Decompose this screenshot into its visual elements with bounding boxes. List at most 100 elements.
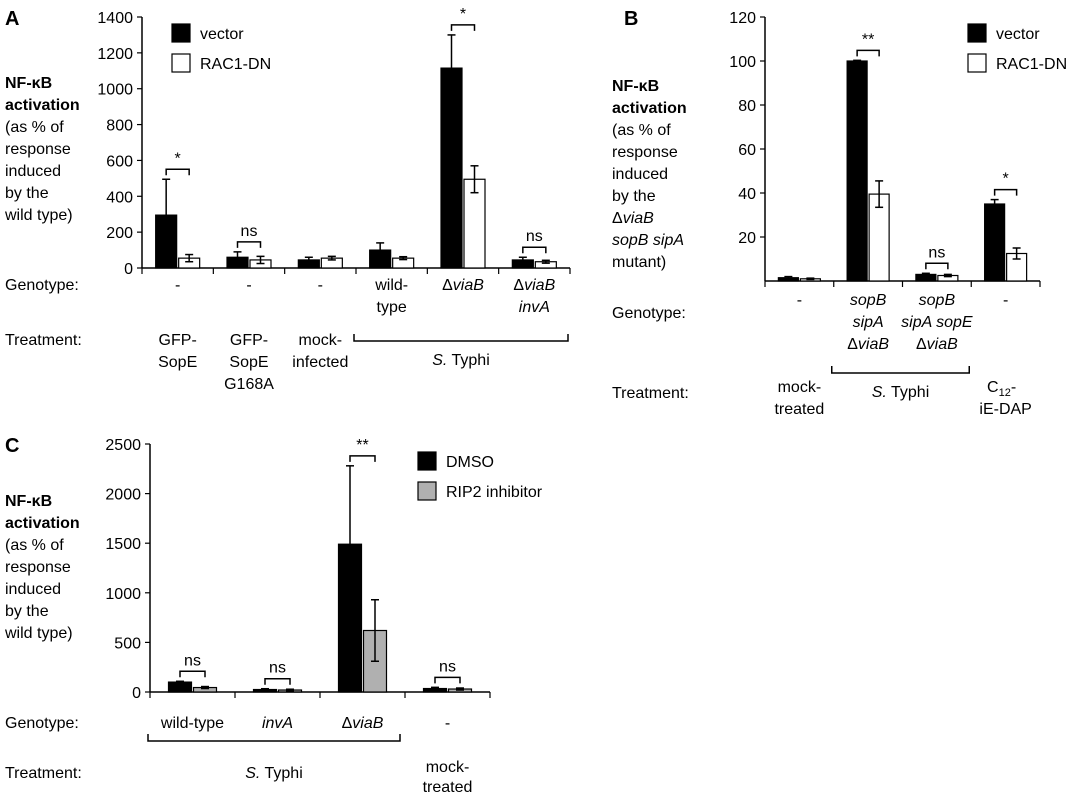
- y-axis-label: (as % of: [5, 119, 64, 136]
- y-tick-label: 120: [729, 10, 756, 27]
- label-part: Δ: [342, 715, 353, 732]
- panel-B: 20 40 60 80 100 120 ** ns * B NF-κB activation (as %…: [612, 8, 1067, 418]
- y-tick-label: 500: [114, 635, 141, 652]
- y-axis-label: wild type): [4, 207, 73, 224]
- genotype-label: ΔviaB: [342, 715, 384, 732]
- label-part: -: [445, 715, 450, 732]
- treatment-label: C12-: [987, 379, 1016, 399]
- bar-dmso: [252, 688, 278, 693]
- significance-bracket: [264, 677, 291, 685]
- bracket-label: S. Typhi: [872, 384, 930, 401]
- label-part: type: [377, 299, 407, 316]
- y-tick-label: 100: [729, 54, 756, 71]
- significance-label: ns: [184, 652, 201, 669]
- label-part: Δ: [847, 336, 858, 353]
- y-tick-label: 60: [738, 142, 756, 159]
- label-part: viaB: [623, 210, 654, 227]
- y-tick-label: 1000: [97, 82, 133, 99]
- y-axis-label: ΔviaB: [612, 210, 654, 227]
- row-label-treatment: Treatment:: [5, 765, 82, 782]
- significance-bracket: [993, 188, 1018, 196]
- y-axis-label: response: [5, 141, 71, 158]
- y-tick-label: 1000: [105, 586, 141, 603]
- y-axis-label: by the: [612, 188, 656, 205]
- genotype-label: -: [318, 277, 323, 294]
- bar-vector: [155, 214, 178, 269]
- significance-label: **: [356, 437, 368, 454]
- legend-label: RAC1-DN: [996, 56, 1067, 73]
- label-part: invA: [262, 715, 293, 732]
- y-tick-label: 0: [124, 261, 133, 278]
- genotype-label: wild-type: [160, 715, 224, 732]
- y-axis-title: activation: [5, 97, 80, 114]
- label-part: sipA sopE: [901, 314, 973, 331]
- label-part: -: [318, 277, 323, 294]
- treatment-label: treated: [423, 779, 473, 796]
- label-part: Typhi: [887, 384, 929, 401]
- panel-C: 0 500 1000 1500 2000 2500 ns ns ** ns C NF-κB activa…: [4, 435, 543, 796]
- significance-bracket: [450, 24, 476, 31]
- label-part: -: [797, 292, 802, 309]
- y-axis-title: NF-κB: [612, 78, 659, 95]
- group-bracket: [147, 734, 401, 742]
- y-axis-label: induced: [612, 166, 668, 183]
- label-part: C: [987, 379, 999, 396]
- genotype-label: sopB: [919, 292, 956, 309]
- row-label-treatment: Treatment:: [612, 385, 689, 402]
- label-part: Typhi: [260, 765, 302, 782]
- significance-bracket: [165, 168, 190, 176]
- treatment-label: iE-DAP: [979, 401, 1031, 418]
- y-axis-label: induced: [5, 581, 61, 598]
- bar-vector: [440, 67, 463, 269]
- bar-vector: [984, 203, 1006, 282]
- row-label-genotype: Genotype:: [612, 305, 686, 322]
- label-part: invA: [519, 299, 550, 316]
- label-part: wild-type: [160, 715, 224, 732]
- legend-label: vector: [200, 26, 244, 43]
- legend-label: RAC1-DN: [200, 56, 271, 73]
- y-tick-label: 800: [106, 118, 133, 135]
- significance-label: ns: [928, 244, 945, 261]
- label-part: -: [1003, 292, 1008, 309]
- y-tick-label: 80: [738, 98, 756, 115]
- label-part: -: [246, 277, 251, 294]
- significance-bracket: [434, 676, 461, 684]
- legend-swatch: [417, 481, 437, 501]
- bar-dmso: [167, 681, 193, 693]
- label-part: sopB: [919, 292, 956, 309]
- y-tick-label: 20: [738, 230, 756, 247]
- label-part: viaB: [352, 715, 383, 732]
- bar-dmso: [337, 543, 363, 693]
- bar-vector: [297, 259, 320, 269]
- significance-label: ns: [241, 223, 258, 240]
- label-part: viaB: [453, 277, 484, 294]
- legend-swatch: [171, 23, 191, 43]
- legend-label: DMSO: [446, 454, 494, 471]
- significance-label: ns: [269, 660, 286, 677]
- genotype-label: -: [1003, 292, 1008, 309]
- group-bracket: [831, 366, 970, 374]
- genotype-label: -: [797, 292, 802, 309]
- row-label-treatment: Treatment:: [5, 332, 82, 349]
- genotype-label: sipA: [853, 314, 884, 331]
- significance-label: ns: [526, 228, 543, 245]
- genotype-label: ΔviaB: [847, 336, 889, 353]
- genotype-label: ΔviaB: [513, 277, 555, 294]
- genotype-label: sopB: [850, 292, 887, 309]
- y-tick-label: 200: [106, 225, 133, 242]
- genotype-label: type: [377, 299, 407, 316]
- significance-bracket: [236, 241, 262, 248]
- panel-A: 0 200 400 600 800 1000 1200 1400 * ns * ns A NF-κB act…: [4, 6, 571, 393]
- bar-vector: [226, 256, 249, 269]
- genotype-label: sipA sopE: [901, 314, 973, 331]
- bar-vector: [915, 273, 937, 282]
- significance-bracket: [179, 670, 206, 678]
- y-tick-label: 2000: [105, 487, 141, 504]
- row-label-genotype: Genotype:: [5, 277, 79, 294]
- panel-label: C: [5, 435, 19, 457]
- panel-label: A: [5, 8, 19, 30]
- y-axis-label: response: [5, 559, 71, 576]
- bar-vector: [511, 259, 534, 269]
- legend-swatch: [967, 23, 987, 43]
